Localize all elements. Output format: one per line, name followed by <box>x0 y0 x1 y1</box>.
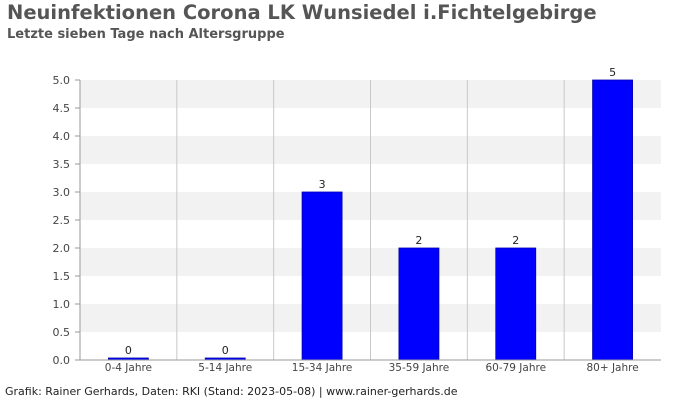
data-label: 3 <box>319 178 326 191</box>
x-tick-label: 60-79 Jahre <box>485 362 546 374</box>
bars <box>108 79 633 361</box>
y-tick-label: 3.5 <box>53 158 71 171</box>
x-tick-label: 0-4 Jahre <box>105 362 152 374</box>
y-tick-label: 0.5 <box>53 326 71 339</box>
y-tick-label: 4.0 <box>53 130 71 143</box>
y-tick-label: 3.0 <box>53 186 71 199</box>
bar-15-34-jahre <box>301 191 343 361</box>
x-tick-label: 5-14 Jahre <box>198 362 252 374</box>
y-tick-labels: 0.0 0.5 1.0 1.5 2.0 2.5 3.0 3.5 4.0 4.5 5.0 <box>53 74 80 367</box>
data-label: 2 <box>512 234 519 247</box>
source-credit: Grafik: Rainer Gerhards, Daten: RKI (Sta… <box>5 385 458 398</box>
chart-title: Neuinfektionen Corona LK Wunsiedel i.Fic… <box>7 1 597 24</box>
y-tick-label: 5.0 <box>53 74 71 87</box>
data-label: 0 <box>125 344 132 357</box>
y-tick-label: 2.5 <box>53 214 71 227</box>
data-label: 2 <box>415 234 422 247</box>
y-tick-label: 2.0 <box>53 242 71 255</box>
y-tick-label: 1.0 <box>53 298 71 311</box>
y-tick-label: 4.5 <box>53 102 71 115</box>
x-tick-labels: 0-4 Jahre 5-14 Jahre 15-34 Jahre 35-59 Jahr… <box>105 362 639 374</box>
data-labels: 0 0 3 2 2 5 <box>125 66 616 357</box>
bar-80-jahre <box>592 79 633 361</box>
chart-subtitle: Letzte sieben Tage nach Altersgruppe <box>7 27 285 42</box>
vertical-gridlines <box>176 80 565 360</box>
x-tick-label: 15-34 Jahre <box>292 362 353 374</box>
data-label: 0 <box>222 344 229 357</box>
x-tick-label: 80+ Jahre <box>586 362 638 374</box>
data-label: 5 <box>609 66 616 79</box>
bar-60-79-jahre <box>495 247 537 361</box>
y-tick-label: 1.5 <box>53 270 71 283</box>
x-tick-label: 35-59 Jahre <box>389 362 450 374</box>
bar-35-59-jahre <box>398 247 440 361</box>
y-tick-label: 0.0 <box>53 354 71 367</box>
